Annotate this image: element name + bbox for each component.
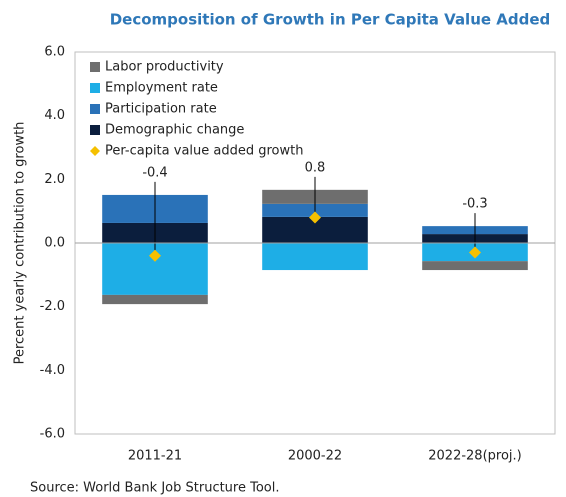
bar-segment <box>102 294 208 305</box>
chart-title: Decomposition of Growth in Per Capita Va… <box>110 11 551 29</box>
y-axis-label: Percent yearly contribution to growth <box>13 122 28 365</box>
y-tick-label: 0.0 <box>44 236 65 251</box>
diamond-marker <box>309 211 321 224</box>
legend-label: Per-capita value added growth <box>105 144 303 159</box>
bar-segment <box>262 243 368 271</box>
y-tick-label: -6.0 <box>40 427 65 442</box>
legend-label: Participation rate <box>105 102 217 117</box>
y-tick-label: 2.0 <box>44 172 65 187</box>
x-tick-label: 2011-21 <box>128 449 182 464</box>
data-label: -0.3 <box>462 197 487 212</box>
y-tick-label: -2.0 <box>40 299 65 314</box>
legend-swatch <box>90 62 100 72</box>
legend-label: Employment rate <box>105 81 218 96</box>
diamond-marker <box>149 249 161 262</box>
bar-segment <box>422 261 528 271</box>
legend-swatch <box>90 83 100 93</box>
legend-label: Labor productivity <box>105 60 224 75</box>
legend-swatch <box>90 146 100 156</box>
x-tick-label: 2000-22 <box>288 449 342 464</box>
data-label: 0.8 <box>305 160 326 175</box>
data-label: -0.4 <box>142 165 167 180</box>
y-tick-label: 6.0 <box>44 45 65 60</box>
y-tick-label: 4.0 <box>44 108 65 123</box>
legend-swatch <box>90 104 100 114</box>
y-tick-label: -4.0 <box>40 363 65 378</box>
x-tick-label: 2022-28(proj.) <box>428 449 521 464</box>
legend-swatch <box>90 125 100 135</box>
diamond-marker <box>469 246 481 259</box>
legend-label: Demographic change <box>105 123 244 138</box>
source-note: Source: World Bank Job Structure Tool. <box>30 481 280 496</box>
